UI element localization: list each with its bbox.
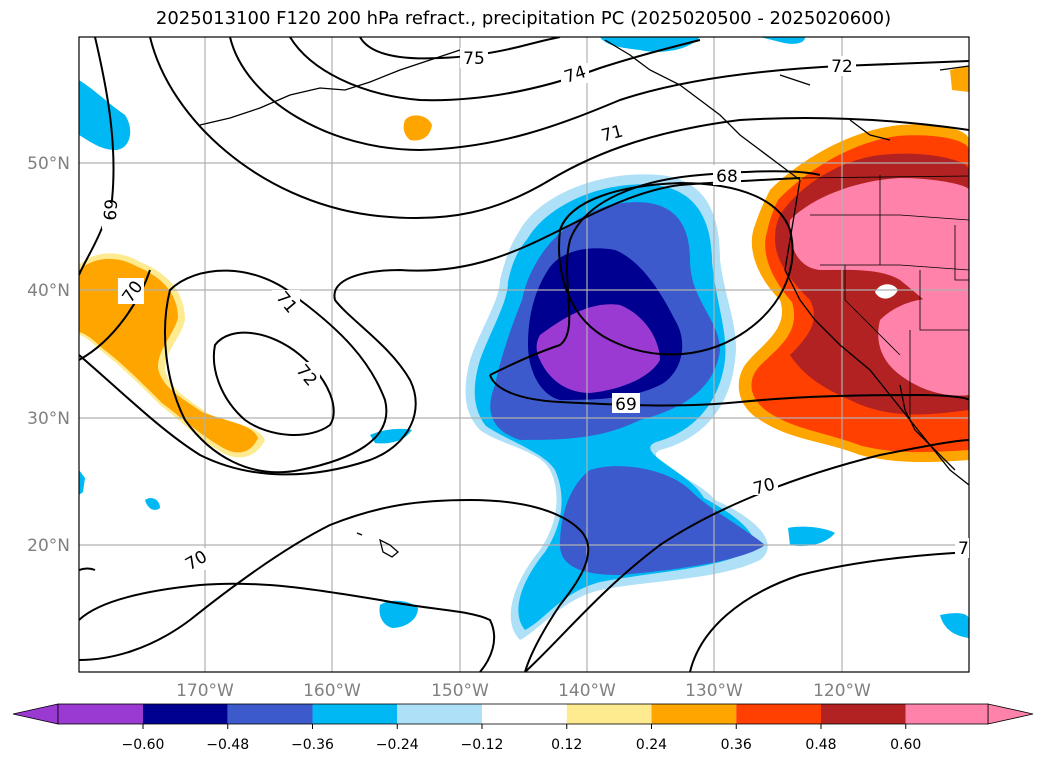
positive-anomaly-region [79, 66, 969, 463]
colorbar-segment [821, 704, 906, 724]
latitude-labels: 50°N 40°N 30°N 20°N [27, 154, 70, 556]
lon-label-130w: 130°W [685, 681, 743, 701]
contour-label: 75 [463, 49, 485, 69]
map-title: 2025013100 F120 200 hPa refract., precip… [155, 8, 892, 29]
lat-label-30n: 30°N [27, 409, 70, 429]
coastlines [199, 39, 969, 558]
longitude-labels: 170°W 160°W 150°W 140°W 130°W 120°W [176, 681, 871, 701]
lat-label-50n: 50°N [27, 154, 70, 174]
lon-label-160w: 160°W [303, 681, 361, 701]
colorbar-tick-label: 0.36 [721, 737, 752, 753]
colorbar-segment [58, 704, 143, 724]
contour-label: 69 [615, 395, 637, 415]
colorbar-tick-label: 0.24 [636, 737, 667, 753]
colorbar-tick-label: 0.60 [890, 737, 921, 753]
colorbar-segment [312, 704, 398, 724]
lon-label-150w: 150°W [431, 681, 489, 701]
refractivity-contours [79, 37, 969, 672]
colorbar-tick-label: 0.12 [551, 737, 582, 753]
colorbar-tick-label: 0.48 [805, 737, 836, 753]
colorbar-extend-min [12, 703, 59, 725]
map-plot-area [79, 37, 969, 672]
contour-label: 7 [958, 539, 969, 559]
colorbar-segment [397, 704, 482, 724]
lat-label-20n: 20°N [27, 536, 70, 556]
colorbar-segment [905, 704, 988, 724]
colorbar-segment [566, 704, 652, 724]
contour-label: 72 [831, 57, 853, 77]
lon-label-140w: 140°W [558, 681, 616, 701]
contour-labels: 75 74 72 71 68 69 70 71 72 69 70 70 7 [101, 48, 969, 575]
colorbar-segment [482, 704, 567, 724]
colorbar-extend-max [987, 703, 1034, 725]
lon-label-120w: 120°W [813, 681, 871, 701]
contour-label: 68 [716, 167, 738, 187]
colorbar-segment [736, 704, 821, 724]
colorbar-segment [651, 704, 737, 724]
lat-label-40n: 40°N [27, 281, 70, 301]
lon-label-170w: 170°W [176, 681, 234, 701]
map-frame [78, 36, 970, 673]
colorbar-tick-label: −0.24 [376, 737, 419, 753]
colorbar-tick-label: −0.36 [291, 737, 334, 753]
colorbar-segment [143, 704, 228, 724]
colorbar-tick-label: −0.48 [206, 737, 249, 753]
political-borders [799, 175, 969, 420]
colorbar-tick-label: −0.60 [122, 737, 165, 753]
contour-label: 69 [101, 198, 123, 221]
colorbar-segment [227, 704, 313, 724]
colorbar-tick-label: −0.12 [461, 737, 504, 753]
colorbar: −0.60 −0.48 −0.36 −0.24 −0.12 0.12 0.24 0.36 0.4… [12, 703, 1034, 753]
